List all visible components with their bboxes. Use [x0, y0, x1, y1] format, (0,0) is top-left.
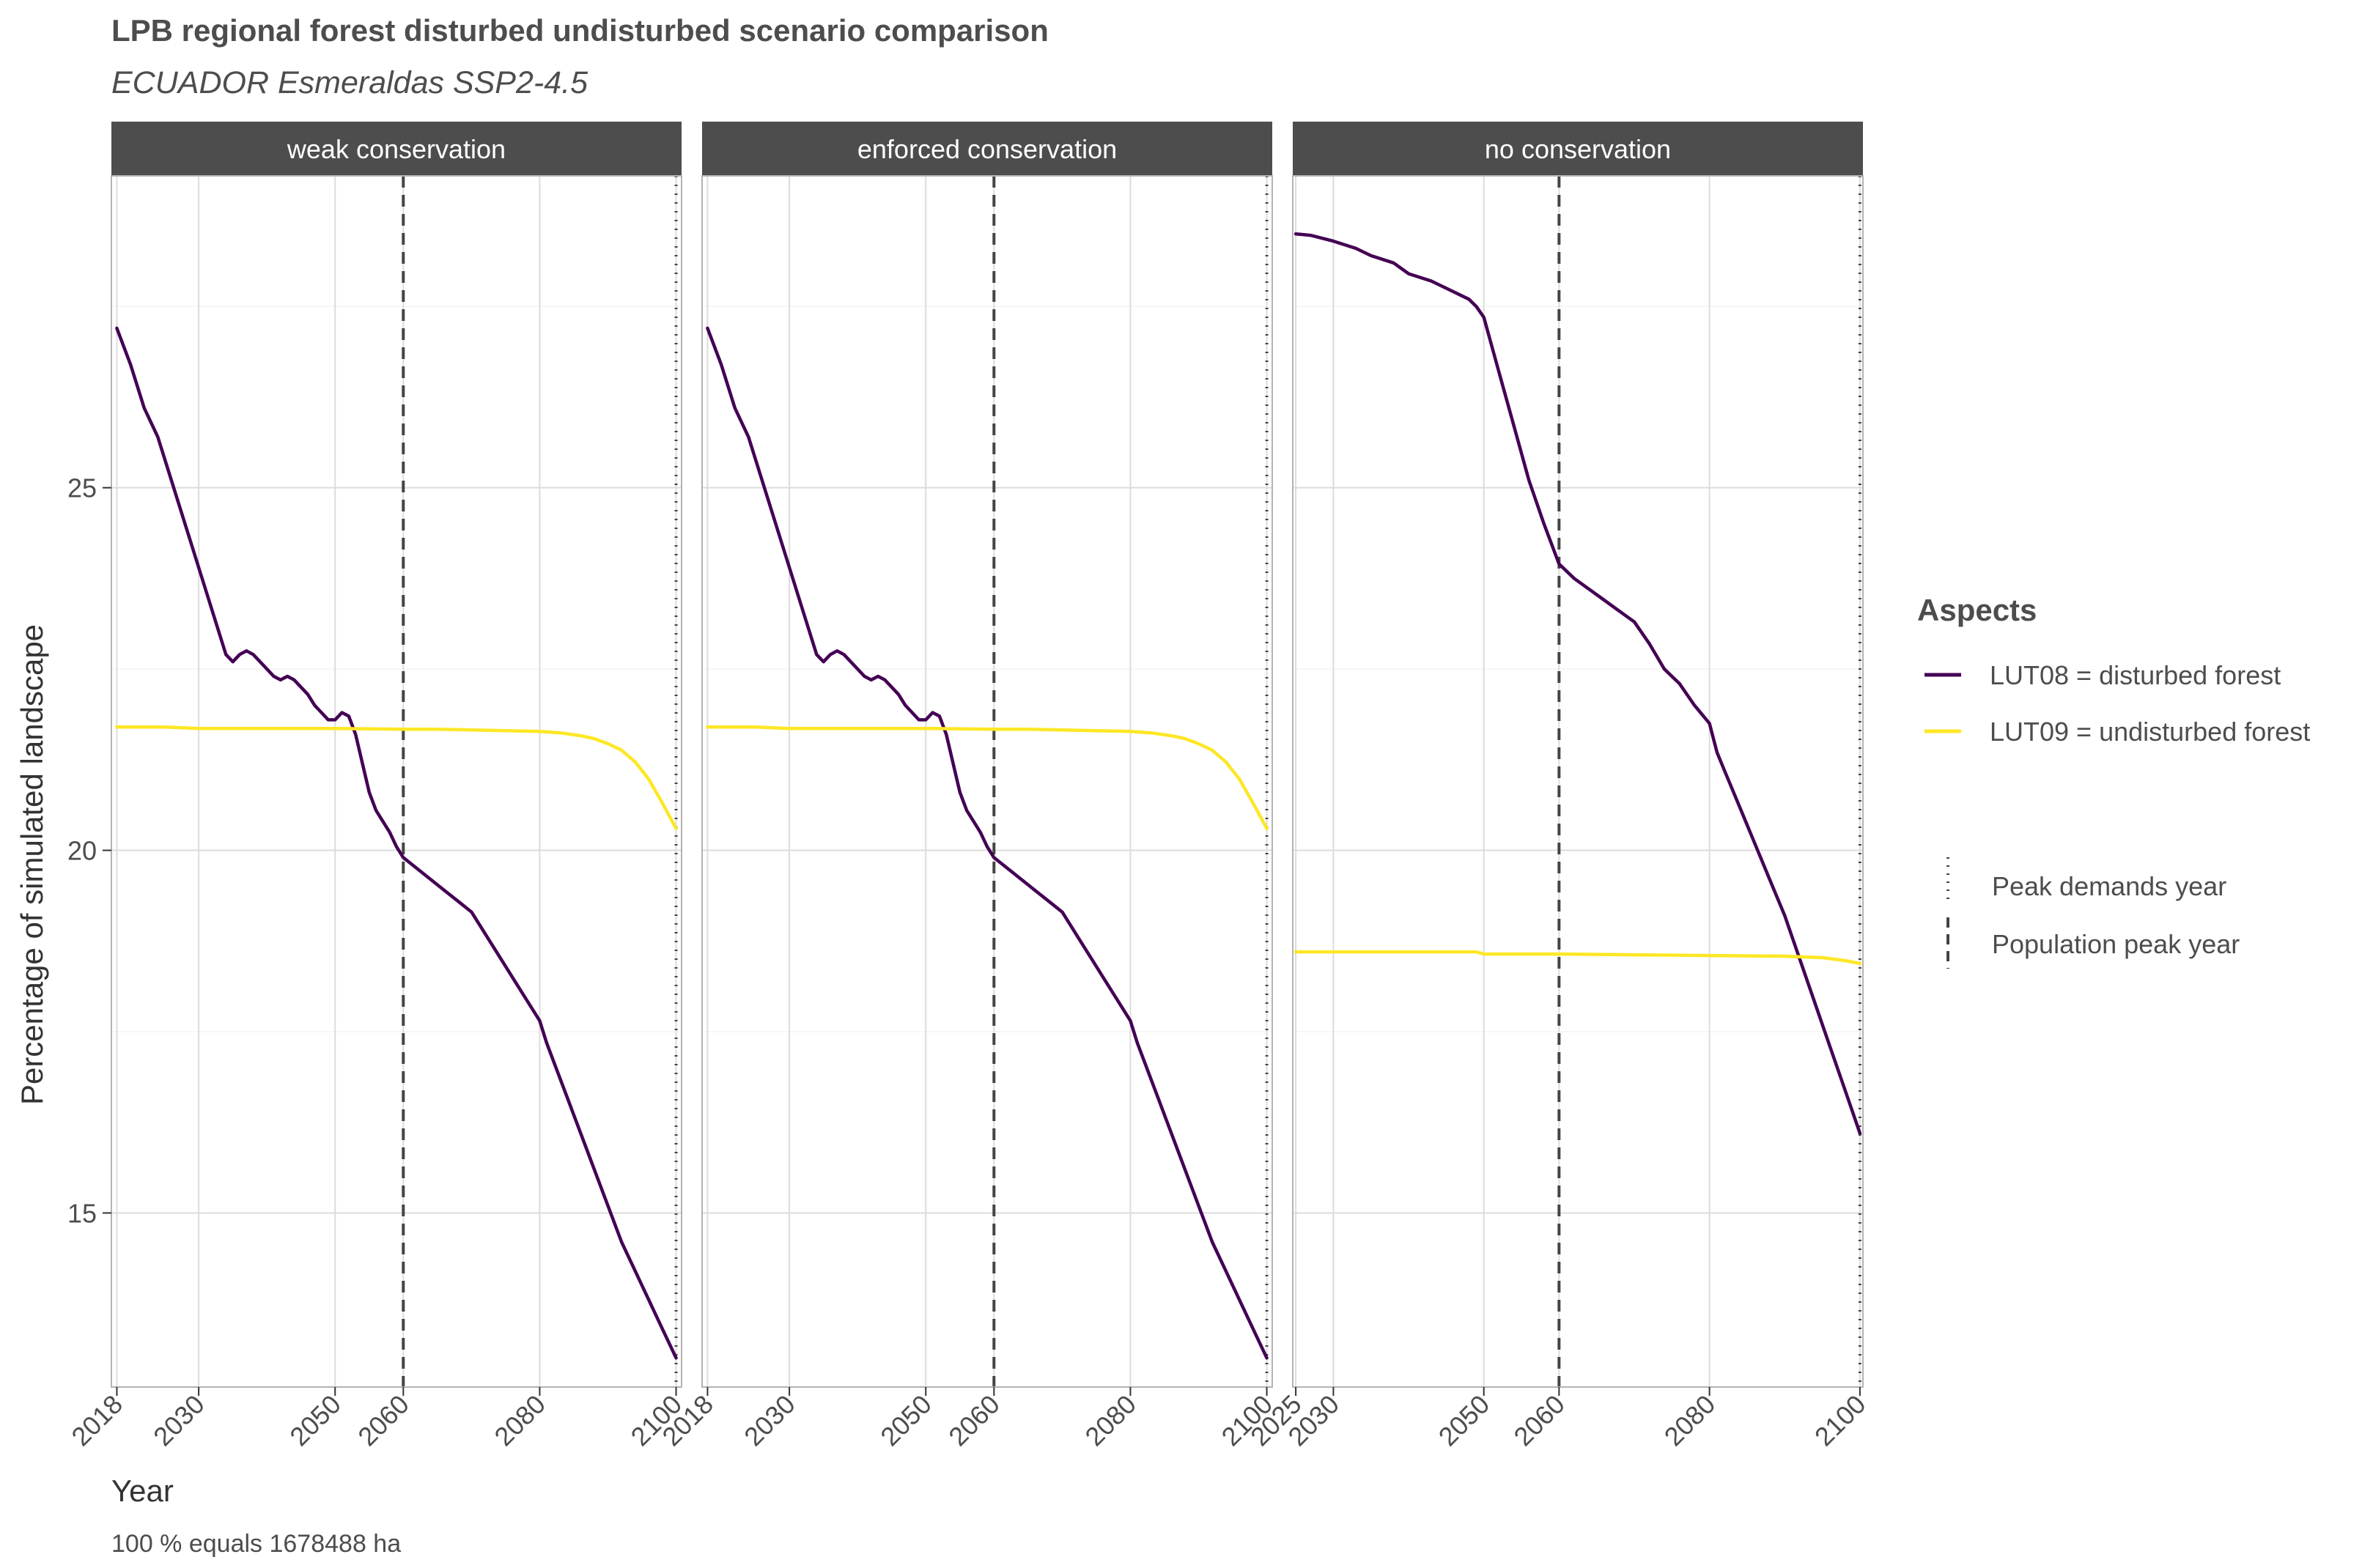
facet-strip: [702, 122, 1272, 176]
facet-strip-label: enforced conservation: [857, 134, 1117, 164]
x-tick-label: 2060: [352, 1389, 415, 1452]
series-line-undisturbed-forest: [115, 725, 678, 831]
x-tick-label: 2030: [147, 1389, 210, 1452]
x-tick-label: 2050: [1433, 1389, 1496, 1452]
chart-subtitle: ECUADOR Esmeraldas SSP2-4.5: [111, 65, 588, 100]
x-tick-label: 2030: [738, 1389, 801, 1452]
y-axis-title: Percentage of simulated landscape: [15, 624, 49, 1105]
y-axis: 15 20 25: [67, 473, 111, 1228]
series-line-disturbed-forest: [115, 326, 678, 1360]
facet-strip-label: weak conservation: [287, 134, 506, 164]
y-tick-label: 20: [67, 836, 97, 866]
series-line-undisturbed-forest: [706, 725, 1269, 831]
legend-label-peak-demands-year: Peak demands year: [1992, 871, 2226, 901]
legend-title: Aspects: [1917, 593, 2037, 627]
chart-title: LPB regional forest disturbed undisturbe…: [111, 13, 1049, 48]
x-tick-label: 2050: [874, 1389, 937, 1452]
series-line-disturbed-forest: [1293, 232, 1862, 1135]
x-tick-label: 2080: [1079, 1389, 1142, 1452]
legend-label-undisturbed-forest: LUT09 = undisturbed forest: [1990, 717, 2310, 747]
x-tick-label: 2100: [1809, 1389, 1872, 1452]
chart-caption: 100 % equals 1678488 ha: [111, 1530, 401, 1558]
panel-border: [1292, 175, 1864, 1388]
series-line-disturbed-forest: [706, 326, 1269, 1360]
y-tick-label: 25: [67, 473, 97, 503]
legend: Aspects LUT08 = disturbed forest LUT09 =…: [1917, 593, 2310, 969]
panel-border: [701, 175, 1273, 1388]
legend-label-disturbed-forest: LUT08 = disturbed forest: [1990, 660, 2281, 690]
x-tick-label: 2060: [1507, 1389, 1571, 1452]
x-axis-title: Year: [111, 1473, 174, 1508]
x-tick-label: 2080: [488, 1389, 551, 1452]
x-tick-label: 2018: [65, 1389, 128, 1452]
facet-strip: [1293, 122, 1863, 176]
x-tick-label: 2050: [284, 1389, 347, 1452]
x-tick-label: 2060: [942, 1389, 1005, 1452]
legend-label-population-peak-year: Population peak year: [1992, 929, 2240, 959]
x-tick-label: 2080: [1658, 1389, 1721, 1452]
facet-strip: [111, 122, 682, 176]
facet-strip-label: no conservation: [1485, 134, 1671, 164]
series-line-undisturbed-forest: [1293, 950, 1862, 966]
y-tick-label: 15: [67, 1198, 97, 1228]
panel-border: [111, 175, 682, 1388]
